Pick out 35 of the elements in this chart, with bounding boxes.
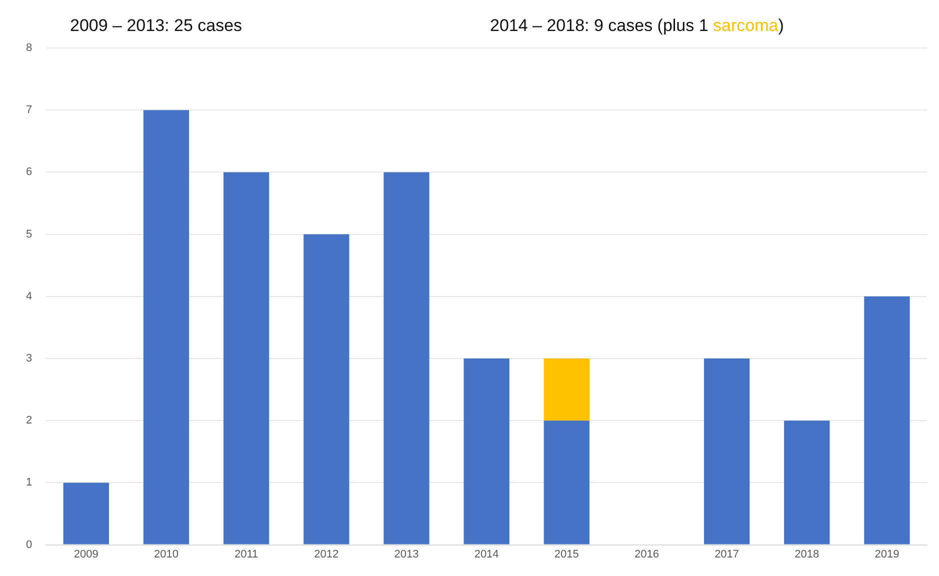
bar [63,482,109,544]
y-tick-label: 1 [26,476,32,489]
x-tick-label: 2011 [234,548,258,560]
x-tick-label: 2012 [314,548,339,560]
x-tick-label: 2016 [634,548,659,560]
bar [464,358,510,544]
bar [864,296,910,544]
bar [384,172,430,544]
y-tick-label: 6 [26,166,32,178]
bar [223,172,270,544]
y-tick-label: 5 [26,228,32,240]
text: 2009 – 2013: 25 cases [70,16,242,36]
text: 2014 – 2018: 9 cases (plus 1 [490,16,710,35]
y-tick-label: 8 [26,42,32,54]
x-tick-label: 2017 [714,548,740,560]
bar [544,420,590,544]
y-tick-label: 7 [26,104,32,116]
x-tick-label: 2010 [154,548,178,560]
y-tick-label: 4 [26,290,32,302]
y-tick-label: 0 [26,538,32,551]
x-tick-label: 2014 [474,548,499,560]
y-tick-label: 2 [26,414,32,427]
bar [304,234,350,544]
x-tick-label: 2019 [874,548,900,560]
x-tick-label: 2009 [74,548,98,560]
bar [704,358,750,544]
x-tick-label: 2015 [554,548,579,560]
x-tick-label: 2018 [794,548,820,560]
bar [544,358,590,421]
text: sarcoma [713,16,778,35]
text: ) [778,16,784,35]
bar [784,420,830,544]
y-tick-label: 3 [26,352,32,365]
bar [143,110,190,544]
x-tick-label: 2013 [394,548,419,560]
